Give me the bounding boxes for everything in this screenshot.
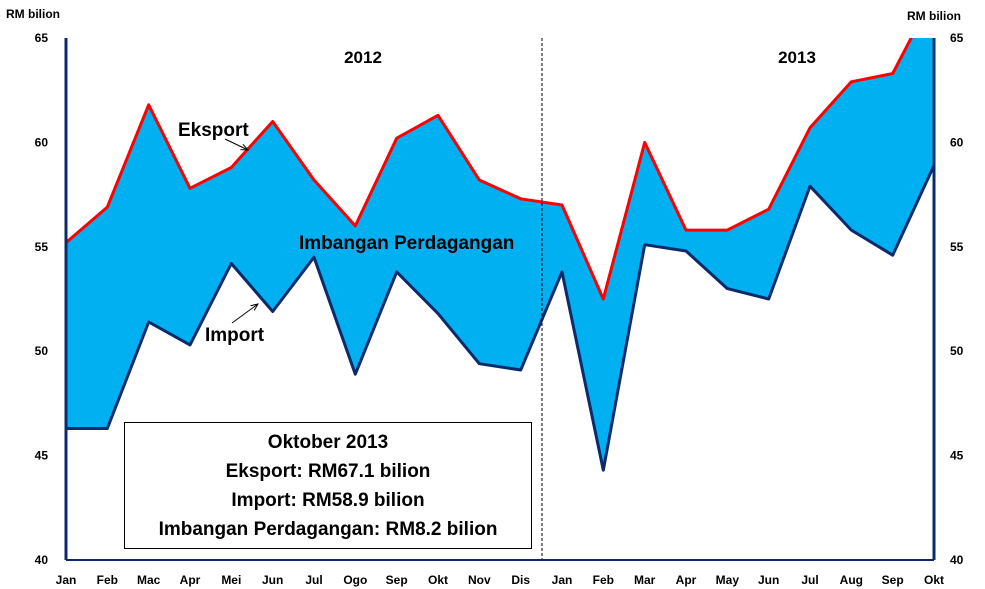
y-tick-right-50: 50: [950, 344, 964, 358]
x-tick-10: Nov: [468, 573, 491, 587]
y-tick-right-40: 40: [950, 553, 964, 567]
x-tick-13: Feb: [593, 573, 614, 587]
y-tick-left-60: 60: [35, 135, 49, 149]
y-tick-right-45: 45: [950, 449, 964, 463]
x-tick-4: Mei: [221, 573, 241, 587]
summary-box: Oktober 2013 Eksport: RM67.1 bilion Impo…: [124, 422, 532, 549]
y-tick-right-60: 60: [950, 135, 964, 149]
import-label-arrow: [231, 304, 258, 324]
y-tick-right-55: 55: [950, 240, 964, 254]
x-tick-18: Jul: [801, 573, 818, 587]
x-tick-14: Mar: [634, 573, 656, 587]
x-tick-16: May: [716, 573, 740, 587]
x-tick-0: Jan: [56, 573, 77, 587]
export-series-line: [66, 38, 913, 301]
x-tick-20: Sep: [882, 573, 904, 587]
trade-balance-area: [66, 38, 934, 471]
right-axis-unit: RM bilion: [907, 9, 961, 23]
import-series-label: Import: [205, 325, 265, 346]
summary-export: Eksport: RM67.1 bilion: [225, 460, 431, 482]
x-tick-7: Ogo: [343, 573, 367, 587]
x-tick-5: Jun: [262, 573, 283, 587]
x-tick-17: Jun: [758, 573, 779, 587]
summary-title: Oktober 2013: [267, 431, 389, 453]
x-tick-9: Okt: [428, 573, 448, 587]
x-tick-15: Apr: [676, 573, 697, 587]
x-tick-21: Okt: [924, 573, 944, 587]
x-tick-3: Apr: [180, 573, 201, 587]
y-tick-left-65: 65: [35, 31, 49, 45]
x-tick-11: Dis: [511, 573, 530, 587]
import-series-line: [66, 164, 934, 472]
y-tick-left-40: 40: [35, 553, 49, 567]
y-tick-left-50: 50: [35, 344, 49, 358]
left-axis-unit: RM bilion: [6, 7, 60, 21]
trade-balance-label: Imbangan Perdagangan: [299, 233, 514, 254]
year-label-2013: 2013: [778, 48, 816, 67]
export-label-arrow: [224, 138, 248, 150]
summary-import: Import: RM58.9 bilion: [231, 489, 425, 511]
year-label-2012: 2012: [344, 48, 382, 67]
x-tick-19: Aug: [840, 573, 863, 587]
x-tick-12: Jan: [552, 573, 573, 587]
x-tick-2: Mac: [137, 573, 161, 587]
y-tick-left-45: 45: [35, 449, 49, 463]
export-series-label: Eksport: [178, 120, 249, 141]
summary-balance: Imbangan Perdagangan: RM8.2 bilion: [158, 518, 498, 540]
x-tick-1: Feb: [97, 573, 118, 587]
y-tick-left-55: 55: [35, 240, 49, 254]
x-tick-6: Jul: [305, 573, 322, 587]
y-tick-right-65: 65: [950, 31, 964, 45]
x-tick-8: Sep: [386, 573, 408, 587]
